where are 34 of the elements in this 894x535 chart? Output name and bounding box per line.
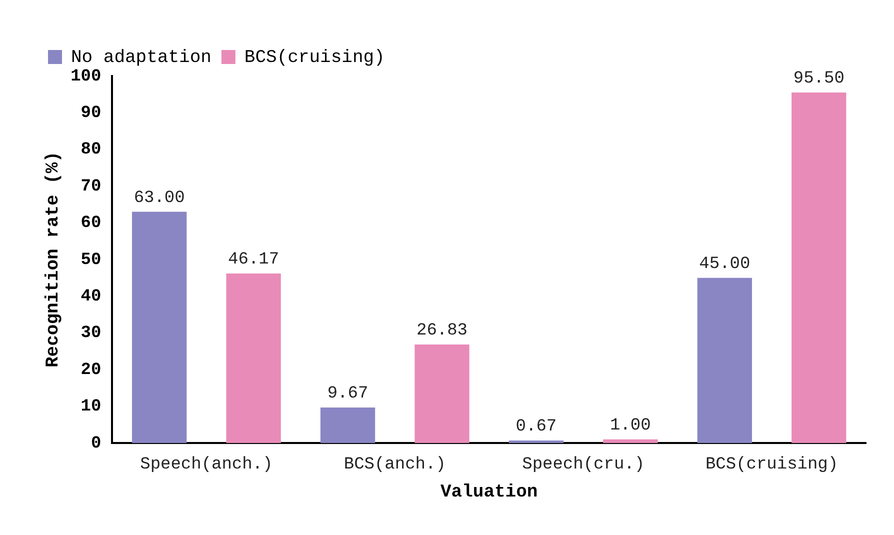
bar: [414, 344, 470, 443]
legend-label: BCS(cruising): [244, 48, 385, 68]
y-tick-label: 60: [80, 214, 102, 234]
bar: [226, 274, 281, 443]
y-tick-label: 50: [80, 250, 102, 270]
bar: [132, 212, 187, 443]
data-label: 0.67: [516, 418, 557, 437]
data-label: 9.67: [327, 384, 368, 404]
data-label: 46.17: [228, 250, 280, 270]
data-label: 45.00: [699, 254, 750, 274]
y-tick-label: 10: [80, 398, 102, 417]
data-label: 63.00: [134, 188, 185, 208]
x-axis-title: Valuation: [440, 482, 538, 503]
bar: [603, 439, 658, 443]
x-tick-label: BCS(cruising): [705, 456, 838, 475]
y-tick-label: 90: [80, 104, 102, 123]
data-label: 26.83: [416, 322, 468, 341]
y-tick-label: 0: [91, 434, 102, 454]
bar: [320, 408, 376, 443]
y-tick-label: 80: [80, 140, 102, 160]
x-tick-label: Speech(cru.): [522, 456, 645, 475]
y-tick-label: 20: [80, 360, 102, 380]
x-tick-label: Speech(anch.): [140, 456, 273, 475]
y-tick-label: 100: [70, 67, 102, 86]
y-tick-label: 40: [80, 287, 102, 306]
x-tick-label: BCS(anch.): [344, 456, 446, 475]
bar: [792, 92, 846, 443]
data-label: 95.50: [793, 70, 844, 89]
legend-label: No adaptation: [71, 48, 212, 68]
y-tick-label: 30: [80, 324, 102, 344]
bar: [697, 278, 752, 443]
data-label: 1.00: [610, 416, 651, 436]
y-tick-label: 70: [80, 177, 102, 196]
y-axis-title: Recognition rate (%): [43, 151, 64, 368]
